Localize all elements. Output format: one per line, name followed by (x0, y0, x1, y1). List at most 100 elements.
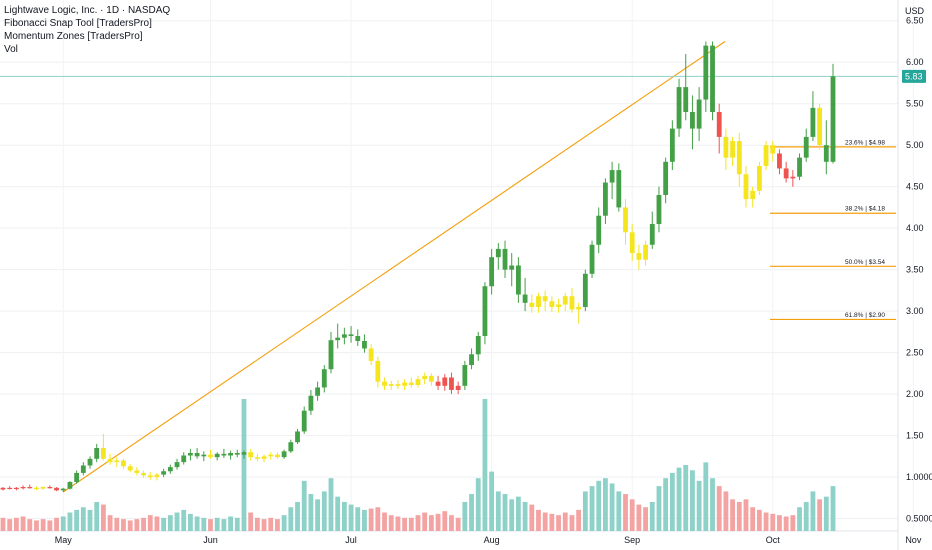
volume-bar (515, 496, 521, 531)
volume-bar (261, 519, 267, 531)
volume-bar (47, 520, 53, 531)
volume-bar (355, 507, 361, 531)
volume-bar (536, 509, 541, 531)
volume-bar (576, 509, 582, 531)
candle-body (549, 301, 555, 307)
last-price-badge (902, 69, 926, 83)
candle-body (830, 76, 836, 162)
candle-body (288, 442, 294, 452)
candle-body (27, 487, 33, 489)
volume-bar (603, 478, 608, 531)
volume-bar (475, 478, 481, 531)
indicator-volume[interactable]: Vol (4, 44, 18, 55)
y-tick-label: 1.50 (906, 431, 924, 441)
volume-bar (502, 494, 508, 531)
volume-bar (341, 501, 347, 531)
volume-bar (469, 494, 474, 531)
candle-body (589, 244, 595, 274)
candle-body (167, 467, 173, 472)
candle-body (268, 454, 274, 457)
x-tick-label: Jun (203, 535, 218, 545)
candle-body (234, 453, 240, 455)
candle-body (502, 248, 508, 270)
volume-bar (623, 494, 628, 531)
volume-bar (315, 499, 321, 531)
candle-body (783, 168, 789, 179)
volume-bar (462, 501, 468, 531)
candle-body (603, 182, 608, 216)
volume-bar (362, 509, 367, 531)
candle-body (13, 487, 19, 490)
volume-bar (348, 504, 354, 531)
candle-body (462, 365, 468, 386)
candle-body (355, 336, 361, 342)
symbol-title[interactable]: Lightwave Logic, Inc. · 1D · NASDAQ (4, 5, 171, 16)
currency-label[interactable]: USD (904, 6, 924, 16)
candle-body (194, 453, 200, 457)
y-tick-label: 2.50 (906, 348, 924, 358)
indicator-fib-snap[interactable]: Fibonacci Snap Tool [TradersPro] (4, 18, 152, 29)
y-tick-label: 3.00 (906, 306, 924, 316)
volume-bar (7, 519, 13, 531)
volume-bar (442, 511, 448, 531)
volume-bar (690, 470, 695, 531)
candle-body (208, 454, 213, 458)
candle-body (756, 165, 762, 191)
y-tick-label: 2.00 (906, 389, 924, 399)
candle-body (482, 286, 488, 337)
candle-body (47, 487, 53, 489)
candle-body (810, 107, 816, 137)
volume-bar (121, 519, 126, 531)
volume-bar (167, 515, 173, 531)
volume-bar (669, 472, 675, 531)
candle-body (790, 176, 796, 179)
candle-body (690, 112, 695, 129)
volume-bar (509, 499, 515, 531)
volume-bar (756, 509, 762, 531)
candle-body (435, 381, 441, 386)
volume-bar (663, 478, 669, 531)
candle-body (676, 87, 682, 129)
volume-bar (449, 515, 454, 531)
indicator-momentum-zones[interactable]: Momentum Zones [TradersPro] (4, 31, 143, 42)
y-tick-label: 3.50 (906, 265, 924, 275)
volume-bar (248, 512, 254, 531)
candle-body (348, 334, 354, 337)
candle-body (295, 431, 300, 443)
volume-bar (308, 494, 314, 531)
y-tick-label: 5.00 (906, 140, 924, 150)
candle-body (636, 253, 642, 260)
volume-bar (730, 499, 736, 531)
candle-body (261, 456, 267, 459)
x-tick-label: Sep (624, 535, 640, 545)
candle-body (763, 145, 769, 166)
candle-body (777, 153, 782, 169)
candle-body (201, 454, 207, 457)
volume-bar (529, 504, 535, 531)
volume-bar (241, 399, 247, 531)
volume-bar (181, 509, 187, 531)
y-tick-label: 4.50 (906, 182, 924, 192)
volume-bar (141, 517, 146, 531)
x-tick-label: Nov (905, 535, 922, 545)
candle-body (669, 128, 675, 162)
candle-body (362, 341, 367, 349)
candle-body (663, 161, 669, 195)
candle-body (114, 460, 120, 463)
volume-bar (161, 517, 167, 531)
candle-body (803, 136, 809, 158)
candle-body (248, 452, 254, 458)
candle-body (67, 482, 73, 489)
candle-body (147, 475, 153, 478)
volume-bar (80, 507, 86, 531)
fib-level-label: 23.6% | $4.98 (845, 139, 885, 146)
volume-bar (208, 519, 213, 531)
volume-bar (489, 471, 495, 531)
candle-body (569, 296, 575, 310)
volume-bar (803, 501, 809, 531)
volume-bar (495, 491, 501, 531)
candle-body (716, 112, 722, 137)
volume-bar (636, 504, 642, 531)
volume-bar (790, 515, 796, 531)
